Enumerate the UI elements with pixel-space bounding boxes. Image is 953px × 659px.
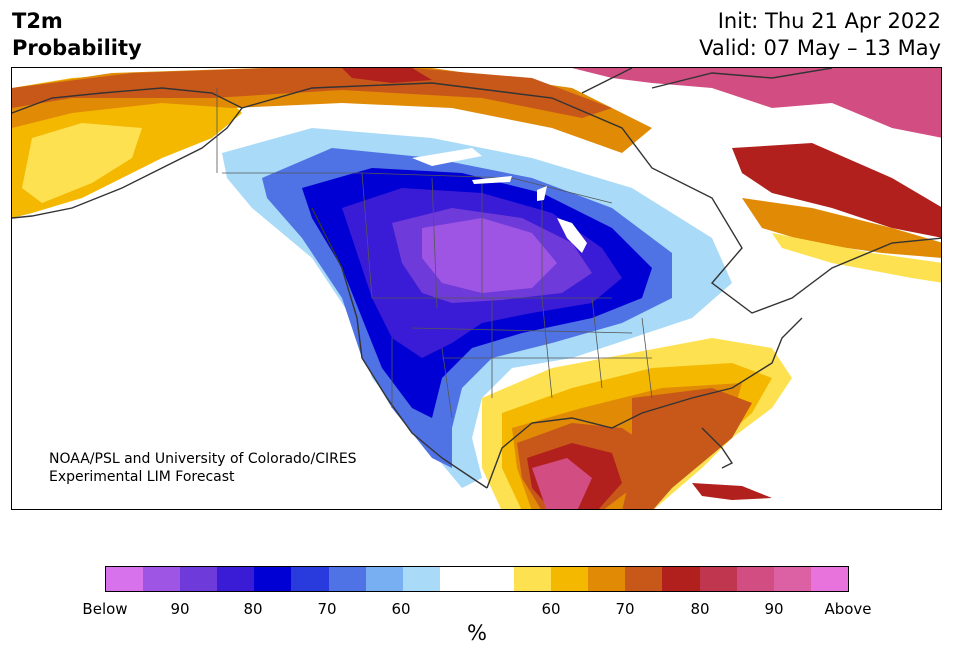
colorbar-segment (180, 567, 218, 591)
colorbar-segment (625, 567, 663, 591)
state-province-borders (216, 88, 653, 419)
valid-range: Valid: 07 May – 13 May (699, 36, 941, 60)
colorbar-label-above-70: 70 (615, 600, 635, 618)
texas-pink (532, 458, 592, 509)
colorbar-label-below-60: 60 (391, 600, 411, 618)
colorbar-segment (439, 567, 477, 591)
colorbar-unit: % (467, 621, 487, 645)
map-svg (12, 68, 941, 509)
coastlines (12, 68, 941, 489)
colorbar-label-above-60: 60 (541, 600, 561, 618)
colorbar-segment (551, 567, 589, 591)
colorbar-label-below-90: 90 (170, 600, 190, 618)
cold-purple-core (422, 218, 557, 293)
colorbar-label-above: Above (824, 600, 872, 618)
alaska-warm-inner (22, 123, 142, 203)
colorbar-segment (514, 567, 552, 591)
colorbar-segment (476, 567, 515, 591)
map-title: T2m Probability (12, 8, 142, 62)
init-date: Init: Thu 21 Apr 2022 (717, 9, 941, 33)
forecast-map (11, 67, 942, 510)
colorbar-label-below-70: 70 (317, 600, 337, 618)
colorbar-segment (328, 567, 366, 591)
colorbar-segment (365, 567, 403, 591)
labrador-warm (732, 143, 941, 238)
forecast-dates: Init: Thu 21 Apr 2022 Valid: 07 May – 13… (699, 8, 941, 62)
credit-line-1: NOAA/PSL and University of Colorado/CIRE… (49, 451, 357, 467)
colorbar (105, 566, 849, 592)
colorbar-segment (773, 567, 811, 591)
colorbar-segment (106, 567, 144, 591)
colorbar-segment (662, 567, 700, 591)
colorbar-label-above-90: 90 (764, 600, 784, 618)
credit-text: NOAA/PSL and University of Colorado/CIRE… (49, 450, 357, 486)
title-line-2: Probability (12, 36, 142, 60)
colorbar-segment (699, 567, 737, 591)
credit-line-2: Experimental LIM Forecast (49, 469, 235, 485)
arctic-pink (572, 68, 941, 138)
cuba-red (692, 483, 772, 500)
canada-north-red (12, 68, 612, 118)
colorbar-segment (254, 567, 292, 591)
colorbar-segment (402, 567, 440, 591)
title-line-1: T2m (12, 9, 63, 33)
arctic-red (342, 68, 432, 83)
colorbar-segment (588, 567, 626, 591)
colorbar-label-below: Below (82, 600, 128, 618)
colorbar-segment (143, 567, 181, 591)
colorbar-segment (291, 567, 329, 591)
colorbar-label-below-80: 80 (243, 600, 263, 618)
colorbar-segment (736, 567, 774, 591)
great-lakes (412, 148, 587, 253)
colorbar-segment (217, 567, 255, 591)
colorbar-label-above-80: 80 (690, 600, 710, 618)
colorbar-segment (810, 567, 848, 591)
southeast-red (622, 388, 752, 509)
